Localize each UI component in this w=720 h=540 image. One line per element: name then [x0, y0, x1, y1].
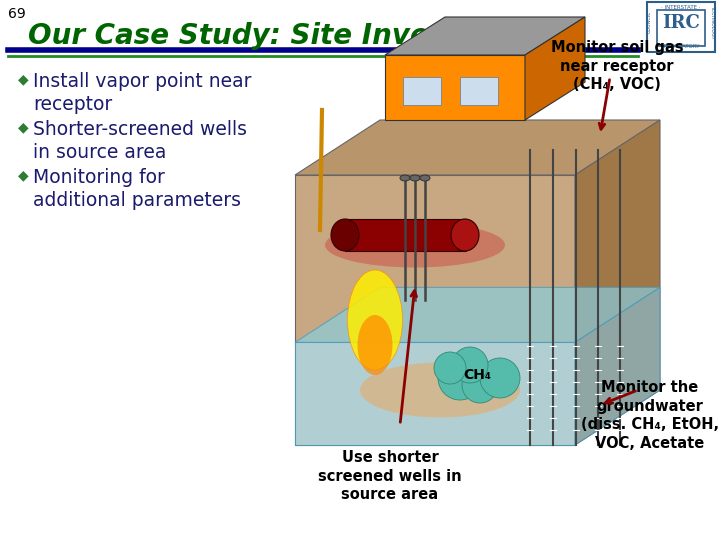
Text: 69: 69 [8, 7, 26, 21]
Polygon shape [525, 17, 585, 120]
Polygon shape [295, 342, 575, 445]
Polygon shape [295, 120, 660, 175]
Text: ◆: ◆ [18, 168, 29, 182]
Text: Monitoring for
additional parameters: Monitoring for additional parameters [33, 168, 241, 211]
Text: · REGULATORY ·: · REGULATORY · [660, 44, 703, 49]
Text: Monitor the
groundwater
(diss. CH₄, EtOH,
VOC, Acetate: Monitor the groundwater (diss. CH₄, EtOH… [581, 380, 719, 451]
Text: ◆: ◆ [18, 72, 29, 86]
Ellipse shape [420, 175, 430, 181]
Text: TECHNOLOGY: TECHNOLOGY [711, 5, 716, 39]
Polygon shape [575, 120, 660, 445]
Polygon shape [385, 55, 525, 120]
Circle shape [438, 356, 482, 400]
Text: Shorter-screened wells
in source area: Shorter-screened wells in source area [33, 120, 247, 163]
Bar [647, 2, 715, 52]
Polygon shape [385, 17, 585, 55]
Circle shape [434, 352, 466, 384]
Polygon shape [575, 287, 660, 445]
Text: ◆: ◆ [18, 120, 29, 134]
Circle shape [462, 367, 498, 403]
Bar [345, 219, 466, 251]
Text: Use shorter
screened wells in
source area: Use shorter screened wells in source are… [318, 450, 462, 502]
Ellipse shape [360, 362, 520, 417]
Polygon shape [295, 287, 660, 342]
Ellipse shape [358, 315, 392, 375]
Polygon shape [295, 175, 575, 445]
Bar [657, 10, 705, 46]
Text: · INTERSTATE ·: · INTERSTATE · [661, 5, 701, 10]
Bar [403, 77, 441, 105]
Bar [460, 77, 498, 105]
Text: CH₄: CH₄ [463, 368, 491, 382]
Ellipse shape [400, 175, 410, 181]
Text: Install vapor point near
receptor: Install vapor point near receptor [33, 72, 251, 114]
Ellipse shape [331, 219, 359, 251]
Circle shape [452, 347, 488, 383]
Text: Our Case Study: Site Investigation: Our Case Study: Site Investigation [28, 22, 568, 50]
Ellipse shape [348, 270, 402, 370]
Ellipse shape [325, 222, 505, 267]
Text: IRC: IRC [662, 14, 700, 32]
Text: Monitor soil gas
near receptor
(CH₄, VOC): Monitor soil gas near receptor (CH₄, VOC… [551, 40, 683, 92]
Text: COUNCIL: COUNCIL [647, 11, 652, 33]
Circle shape [480, 358, 520, 398]
Text: ★: ★ [538, 20, 563, 48]
Ellipse shape [410, 175, 420, 181]
Ellipse shape [451, 219, 479, 251]
